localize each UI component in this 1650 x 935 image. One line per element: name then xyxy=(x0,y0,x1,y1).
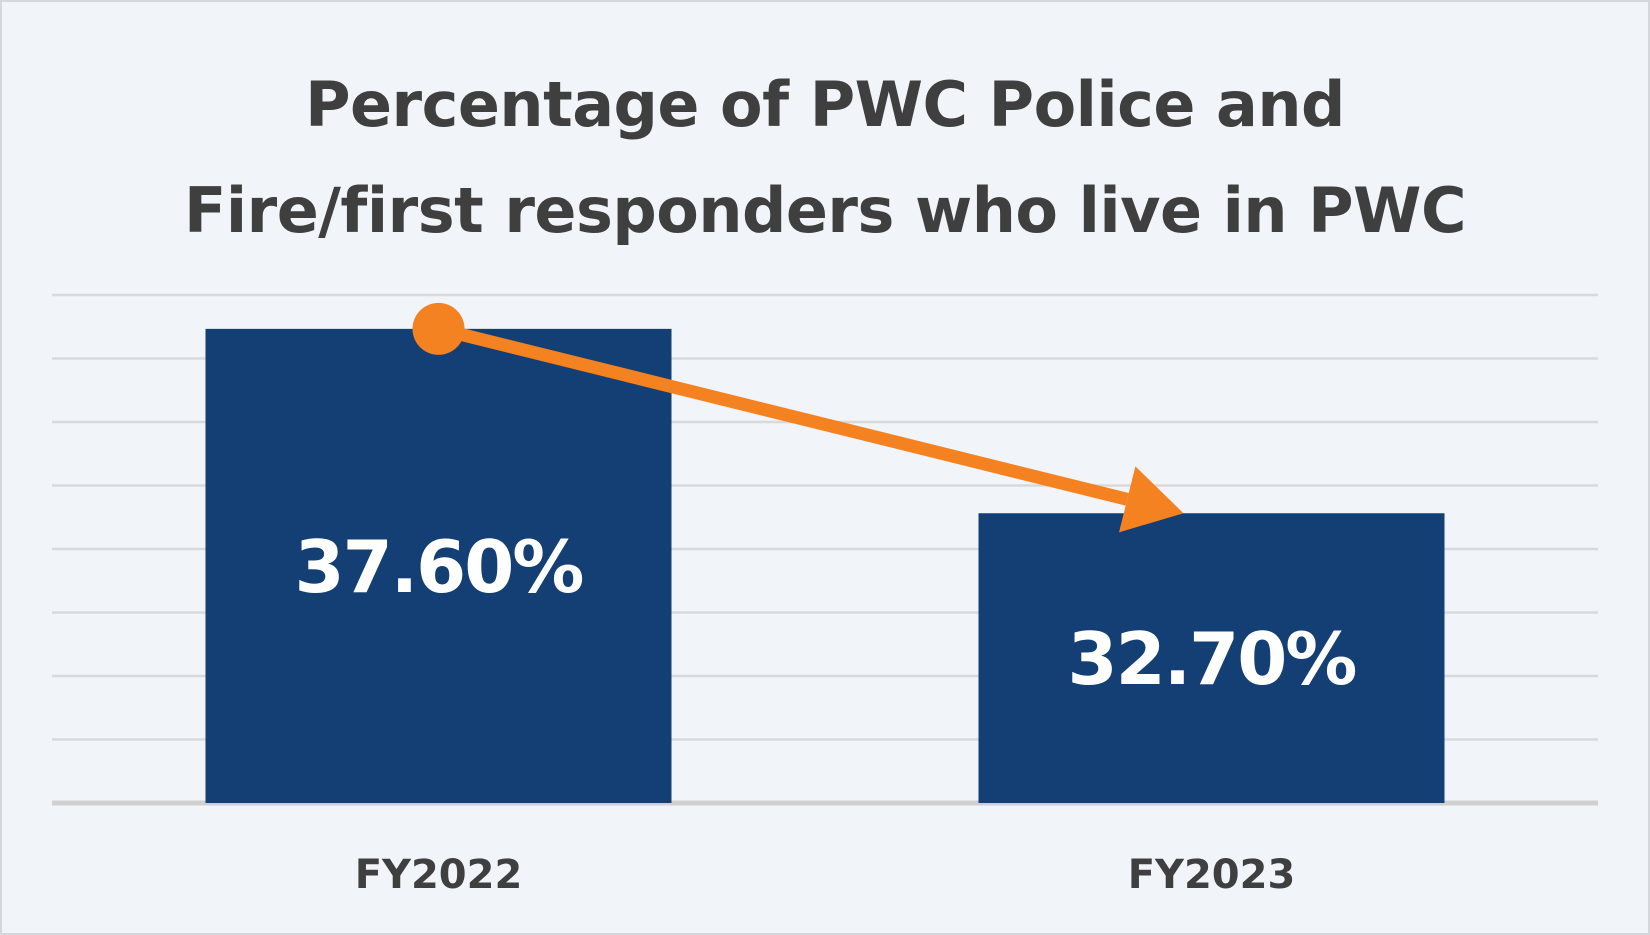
x-tick-label: FY2022 xyxy=(355,852,523,898)
labels: 37.60% FY2022 32.70% FY2023 xyxy=(295,525,1358,898)
bars xyxy=(205,328,1445,803)
arrow-head xyxy=(1119,466,1184,533)
data-label: 37.60% xyxy=(295,525,583,609)
arrow-shaft xyxy=(436,322,1129,506)
trend-arrow xyxy=(412,302,1184,533)
data-label: 32.70% xyxy=(1068,617,1356,701)
x-tick-label: FY2023 xyxy=(1128,852,1296,898)
chart-title: Percentage of PWC Police and Fire/first … xyxy=(0,52,1650,264)
arrow-start-dot xyxy=(412,302,465,355)
bar-fy2023 xyxy=(978,513,1445,803)
chart-title-line-2: Fire/first responders who live in PWC xyxy=(184,174,1466,247)
bar-fy2022 xyxy=(205,328,672,803)
chart-title-line-1: Percentage of PWC Police and xyxy=(305,68,1345,141)
